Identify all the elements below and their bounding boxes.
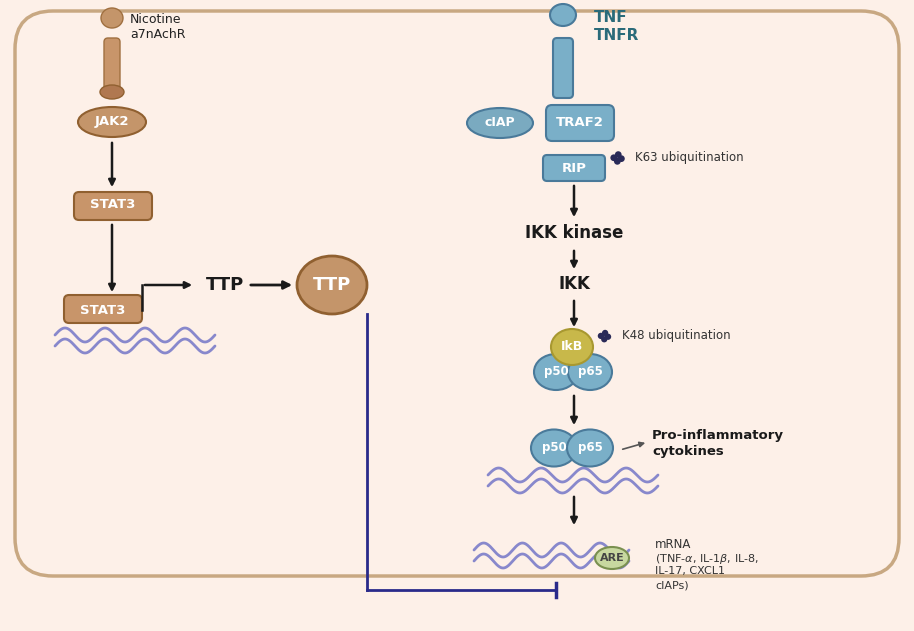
Text: ARE: ARE [600, 553, 624, 563]
Ellipse shape [567, 430, 613, 466]
Ellipse shape [100, 85, 124, 99]
Text: TTP: TTP [206, 276, 244, 294]
Text: K63 ubiquitination: K63 ubiquitination [635, 151, 744, 165]
Text: cytokines: cytokines [652, 445, 724, 459]
Ellipse shape [534, 354, 578, 390]
Text: (TNF-$\alpha$, IL-1$\beta$, IL-8,: (TNF-$\alpha$, IL-1$\beta$, IL-8, [655, 552, 759, 566]
Text: p65: p65 [578, 442, 602, 454]
Ellipse shape [595, 547, 629, 569]
Ellipse shape [101, 8, 123, 28]
Text: STAT3: STAT3 [90, 199, 135, 211]
Text: TRAF2: TRAF2 [556, 117, 604, 129]
Text: STAT3: STAT3 [80, 304, 126, 317]
Circle shape [602, 330, 608, 336]
FancyBboxPatch shape [543, 155, 605, 181]
Ellipse shape [78, 107, 146, 137]
Ellipse shape [297, 256, 367, 314]
Text: TNF: TNF [594, 10, 628, 25]
FancyBboxPatch shape [15, 11, 899, 576]
Text: IKK kinase: IKK kinase [525, 224, 623, 242]
FancyBboxPatch shape [553, 38, 573, 98]
Text: cIAPs): cIAPs) [655, 580, 688, 590]
Text: Pro-inflammatory: Pro-inflammatory [652, 428, 784, 442]
Text: cIAP: cIAP [484, 117, 515, 129]
Ellipse shape [551, 329, 593, 365]
Text: TTP: TTP [313, 276, 351, 294]
Circle shape [618, 155, 625, 162]
Ellipse shape [467, 108, 533, 138]
Circle shape [614, 158, 621, 165]
FancyBboxPatch shape [104, 38, 120, 90]
Circle shape [598, 333, 604, 339]
Text: IL-17, CXCL1: IL-17, CXCL1 [655, 566, 725, 576]
Text: IkB: IkB [561, 341, 583, 353]
Ellipse shape [531, 430, 577, 466]
Text: IKK: IKK [558, 275, 590, 293]
Text: p50: p50 [542, 442, 567, 454]
Text: mRNA: mRNA [655, 538, 691, 551]
Ellipse shape [550, 4, 576, 26]
Text: a7nAchR: a7nAchR [130, 28, 186, 41]
Text: K48 ubiquitination: K48 ubiquitination [622, 329, 730, 341]
Circle shape [605, 334, 611, 340]
Text: TNFR: TNFR [594, 28, 640, 43]
Text: JAK2: JAK2 [95, 115, 129, 129]
Text: RIP: RIP [561, 163, 587, 175]
Text: p65: p65 [578, 365, 602, 379]
FancyBboxPatch shape [64, 295, 142, 323]
Circle shape [611, 155, 617, 161]
FancyBboxPatch shape [74, 192, 152, 220]
FancyBboxPatch shape [546, 105, 614, 141]
Text: Nicotine: Nicotine [130, 13, 182, 26]
Circle shape [601, 336, 608, 343]
Ellipse shape [568, 354, 612, 390]
Circle shape [615, 151, 622, 158]
Text: p50: p50 [544, 365, 569, 379]
